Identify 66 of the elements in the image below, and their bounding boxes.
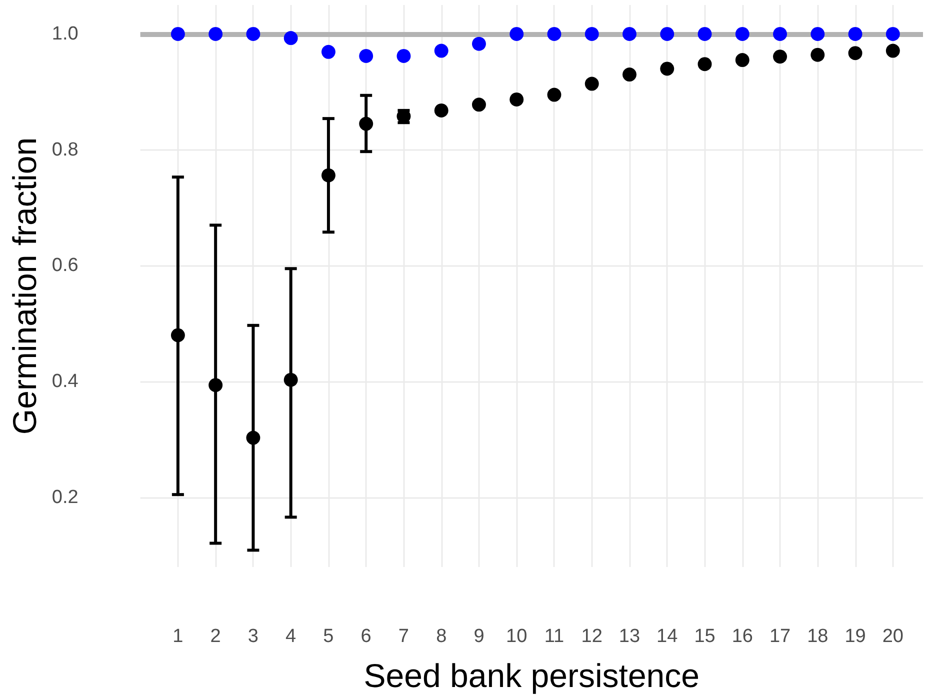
point	[359, 48, 374, 63]
point	[848, 46, 862, 60]
point	[208, 26, 223, 41]
x-tick-label: 2	[210, 626, 221, 647]
y-axis-title: Germination fraction	[6, 137, 43, 435]
x-tick-label: 9	[474, 626, 484, 647]
point	[773, 50, 788, 64]
point	[472, 98, 486, 112]
x-tick-label: 17	[769, 626, 791, 647]
point	[660, 62, 674, 76]
point	[246, 26, 260, 41]
x-tick-label: 5	[323, 626, 334, 647]
y-tick-label: 1.0	[52, 23, 78, 44]
point	[584, 76, 599, 91]
point	[321, 168, 336, 182]
point	[735, 53, 750, 68]
point	[584, 26, 599, 41]
point	[170, 328, 185, 342]
x-tick-label: 16	[732, 626, 753, 647]
point	[735, 26, 750, 41]
point	[510, 26, 524, 41]
point	[396, 48, 411, 63]
point	[434, 103, 448, 118]
x-tick-label: 12	[581, 626, 602, 647]
point	[886, 44, 900, 58]
x-tick-label: 6	[360, 626, 372, 647]
y-tick-label: 0.2	[52, 486, 78, 508]
x-tick-label: 7	[398, 626, 410, 647]
point	[208, 378, 223, 392]
point	[547, 88, 562, 102]
x-tick-label: 20	[882, 626, 904, 647]
point	[698, 26, 712, 41]
point	[810, 48, 825, 62]
y-tick-label: 0.4	[52, 371, 79, 392]
point	[547, 26, 562, 41]
point	[660, 26, 674, 41]
point	[698, 57, 712, 72]
x-tick-label: 19	[844, 626, 866, 647]
point	[472, 36, 486, 51]
point	[359, 116, 374, 131]
point	[510, 92, 524, 106]
x-tick-label: 15	[694, 626, 716, 647]
x-tick-label: 8	[436, 626, 447, 647]
x-tick-label: 10	[506, 626, 528, 647]
x-tick-label: 14	[656, 626, 678, 647]
point	[886, 26, 900, 41]
x-tick-label: 4	[286, 626, 297, 647]
point	[848, 26, 862, 41]
x-tick-label: 11	[544, 626, 564, 647]
x-tick-label: 13	[618, 626, 640, 647]
point	[810, 26, 825, 41]
point	[284, 31, 298, 46]
x-axis-title: Seed bank persistence	[364, 657, 700, 694]
point	[622, 68, 636, 82]
x-tick-label: 1	[172, 626, 184, 647]
y-tick-label: 0.8	[52, 139, 78, 160]
point	[773, 26, 788, 41]
x-tick-label: 3	[248, 626, 258, 647]
point	[170, 26, 185, 41]
point	[246, 430, 260, 445]
point	[284, 372, 298, 387]
point	[321, 44, 336, 59]
y-tick-label: 0.6	[52, 255, 78, 276]
point	[622, 26, 636, 41]
point	[434, 44, 448, 58]
x-tick-label: 18	[807, 626, 828, 647]
